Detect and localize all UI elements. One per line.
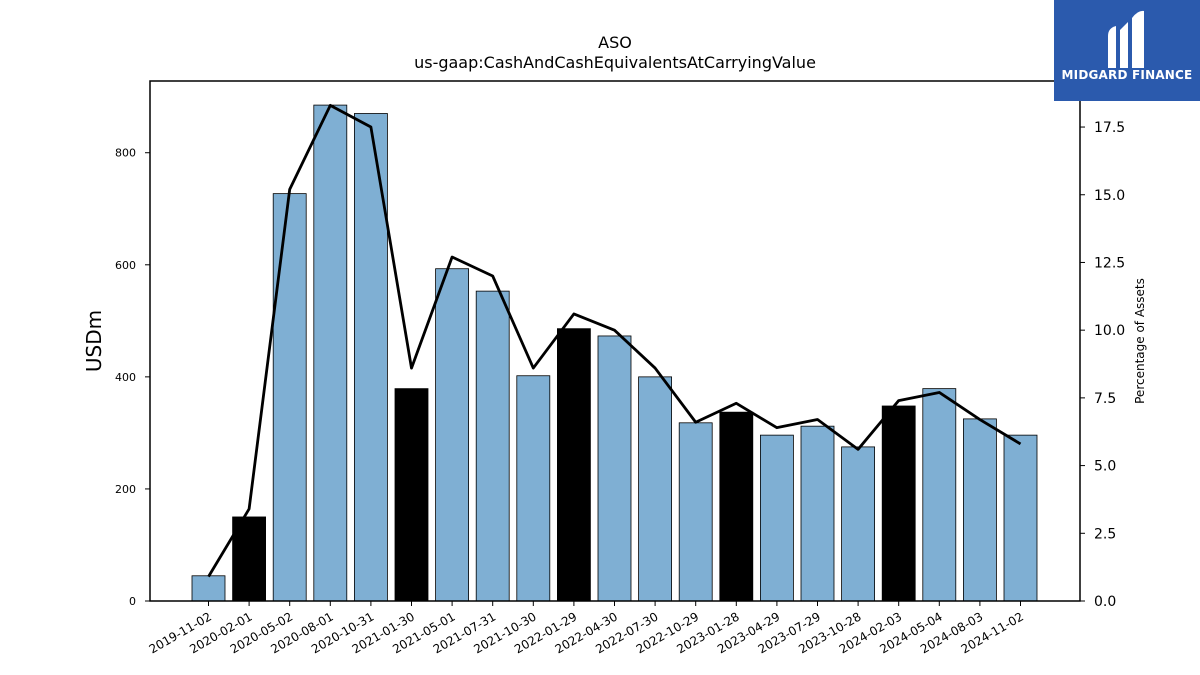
bar-2022-07-30 [638,376,672,602]
y2-axis-label: Percentage of Assets [1133,278,1147,404]
y2-tick-label: 7.5 [1094,391,1116,407]
bar-2022-04-30 [597,335,632,602]
bar-2019-11-02 [191,575,226,602]
bar-2024-11-02 [1003,434,1038,602]
plot-area: 0 200 400 600 800 0.0 2.5 5.0 7.5 10.0 12.5 15.0 17.… [115,103,1125,656]
bar-2021-07-31 [475,290,510,602]
y-tick-label: 400 [115,371,136,384]
bar-2022-01-29 [557,328,591,602]
chart-title: ASO [598,33,632,52]
bar-2021-10-30 [516,375,551,602]
brand-logo: MIDGARD FINANCE [1054,0,1200,101]
bar-2020-02-01 [232,516,267,602]
bar-2020-08-01 [313,104,348,602]
y2-tick-label: 10.0 [1094,323,1125,339]
midgard-logo-icon [1108,10,1144,68]
y2-tick-label: 2.5 [1094,526,1116,542]
y-tick-label: 600 [115,259,136,272]
y-axis-label: USDm [82,310,106,372]
bar-2023-04-29 [760,434,794,602]
bar-2020-05-02 [272,193,307,602]
bar-2021-01-30 [394,388,429,602]
bar-2023-07-29 [800,425,835,602]
chart-subtitle: us-gaap:CashAndCashEquivalentsAtCarrying… [414,53,816,72]
y-tick-label: 200 [115,483,136,496]
y2-tick-label: 12.5 [1094,255,1125,271]
bar-2022-10-29 [678,422,713,602]
y2-tick-label: 17.5 [1094,120,1125,136]
y2-tick-label: 0.0 [1094,594,1116,610]
bar-2023-10-28 [841,446,875,602]
logo-text: MIDGARD FINANCE [1061,68,1193,82]
y2-tick-label: 5.0 [1094,459,1116,475]
y-tick-label: 800 [115,147,136,160]
bar-2024-05-04 [922,388,957,602]
line-series [207,103,1022,578]
bar-2024-08-03 [963,418,997,602]
plot-frame [149,80,1081,602]
bar-2024-02-03 [881,405,916,602]
y2-tick-label: 15.0 [1094,188,1125,204]
bar-2020-10-31 [353,113,388,602]
bar-2023-01-28 [719,411,754,602]
bar-2021-05-01 [435,268,470,602]
y-tick-label: 0 [129,595,136,608]
